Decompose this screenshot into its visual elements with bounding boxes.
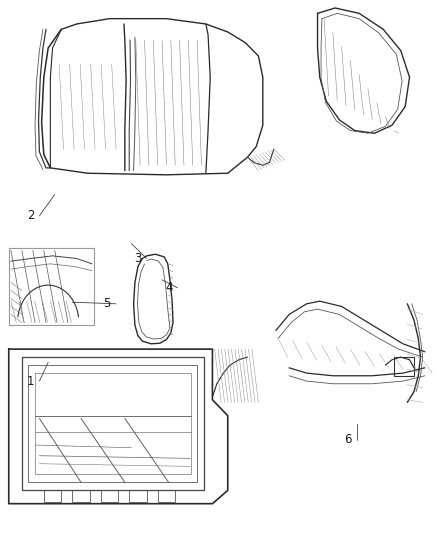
Bar (101, 490, 118, 502)
Text: 4: 4 (165, 281, 173, 294)
Text: 1: 1 (27, 375, 35, 387)
Text: 3: 3 (134, 252, 141, 265)
Text: 6: 6 (344, 433, 352, 446)
Text: 2: 2 (27, 209, 35, 222)
Bar (44, 490, 61, 502)
Bar (129, 490, 147, 502)
Bar (394, 357, 414, 376)
Text: 5: 5 (104, 297, 111, 310)
Bar (158, 490, 175, 502)
Bar (72, 490, 90, 502)
